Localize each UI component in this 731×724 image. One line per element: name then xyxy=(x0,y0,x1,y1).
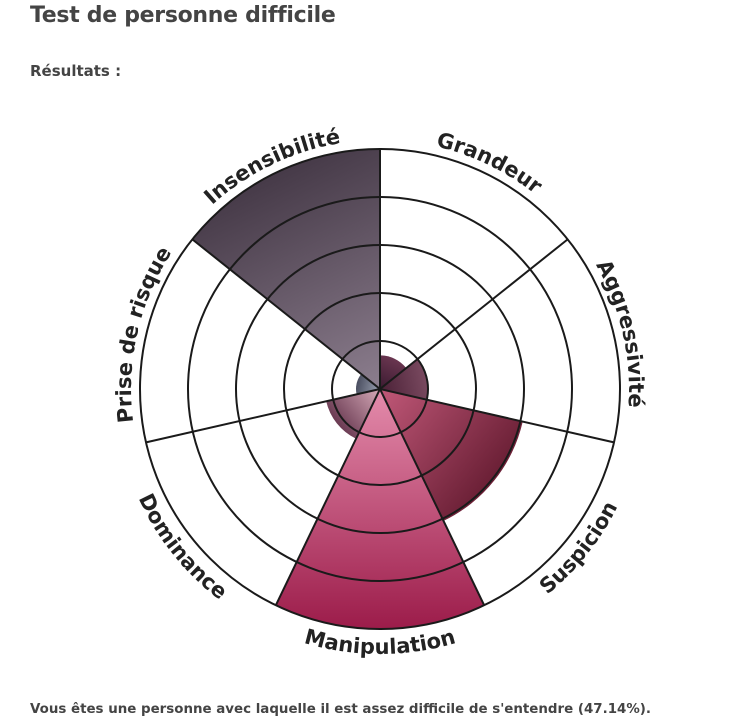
grid-spoke xyxy=(379,388,615,444)
sector-grandeur xyxy=(380,355,407,389)
grid-spoke xyxy=(379,238,569,390)
polar-area-chart: GrandeurAggressivitéSuspicionManipulatio… xyxy=(112,124,648,659)
category-label: Grandeur xyxy=(434,128,547,199)
results-label: Résultats : xyxy=(30,62,122,80)
sector-dominance xyxy=(326,389,380,439)
category-label: Prise de risque xyxy=(112,242,176,424)
grid-spoke xyxy=(379,388,486,606)
category-label: Suspicion xyxy=(535,497,622,598)
grid-spoke xyxy=(274,388,381,606)
category-label: Dominance xyxy=(134,490,232,604)
sector-prise-de-risque xyxy=(356,374,380,395)
page-title: Test de personne difficile xyxy=(30,3,336,28)
grid-spoke xyxy=(145,388,381,444)
result-text: Vous êtes une personne avec laquelle il … xyxy=(30,702,651,717)
sector-aggressivit- xyxy=(380,359,428,400)
sector-manipulation xyxy=(275,389,485,630)
grid-spoke xyxy=(191,238,381,390)
sector-insensibilit- xyxy=(192,149,380,389)
